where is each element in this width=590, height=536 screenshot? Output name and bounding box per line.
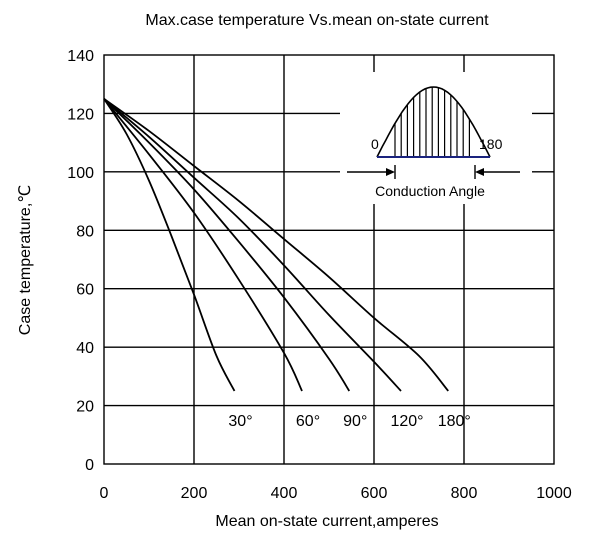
y-tick-label: 60 <box>76 282 94 299</box>
series-label: 180° <box>438 413 471 430</box>
plot-frame <box>103 54 555 465</box>
y-tick-label: 40 <box>76 340 94 357</box>
inset-label-end: 180 <box>479 136 503 152</box>
series-line-3 <box>103 98 402 392</box>
chart-title: Max.case temperature Vs.mean on-state cu… <box>145 12 489 29</box>
inset-arrowhead-left-icon <box>386 168 395 176</box>
series-line-4 <box>103 98 449 392</box>
series-label: 60° <box>296 413 320 430</box>
y-tick-label: 140 <box>67 48 94 65</box>
curves <box>103 98 449 392</box>
inset-background <box>340 72 532 204</box>
y-tick-label: 120 <box>67 106 94 123</box>
x-tick-label: 200 <box>181 485 208 502</box>
grid <box>104 55 554 464</box>
x-tick-label: 1000 <box>536 485 572 502</box>
inset-hatch <box>394 87 470 157</box>
inset-waveform <box>376 86 491 158</box>
series-labels: 30° 60° 90° 120° 180° <box>228 413 470 430</box>
series-line-1 <box>103 98 303 392</box>
series-label: 90° <box>343 413 367 430</box>
x-tick-label: 600 <box>361 485 388 502</box>
series-line-2 <box>103 98 351 392</box>
x-tick-label: 800 <box>451 485 478 502</box>
x-axis-label: Mean on-state current,amperes <box>215 513 438 530</box>
y-tick-label: 0 <box>85 457 94 474</box>
x-tick-labels: 0 200 400 600 800 1000 <box>100 485 572 502</box>
x-tick-label: 0 <box>100 485 109 502</box>
x-tick-label: 400 <box>271 485 298 502</box>
y-tick-label: 100 <box>67 165 94 182</box>
inset-caption: Conduction Angle <box>375 183 485 199</box>
y-tick-label: 20 <box>76 399 94 416</box>
conduction-angle-inset: 0 180 Conduction Angle <box>340 72 532 204</box>
inset-arrowhead-right-icon <box>475 168 484 176</box>
series-label: 120° <box>390 413 423 430</box>
y-axis-label: Case temperature,℃ <box>17 185 34 336</box>
inset-label-start: 0 <box>371 136 379 152</box>
series-label: 30° <box>228 413 252 430</box>
series-line-0 <box>103 98 236 392</box>
y-tick-labels: 0 20 40 60 80 100 120 140 <box>67 48 94 474</box>
y-tick-label: 80 <box>76 223 94 240</box>
